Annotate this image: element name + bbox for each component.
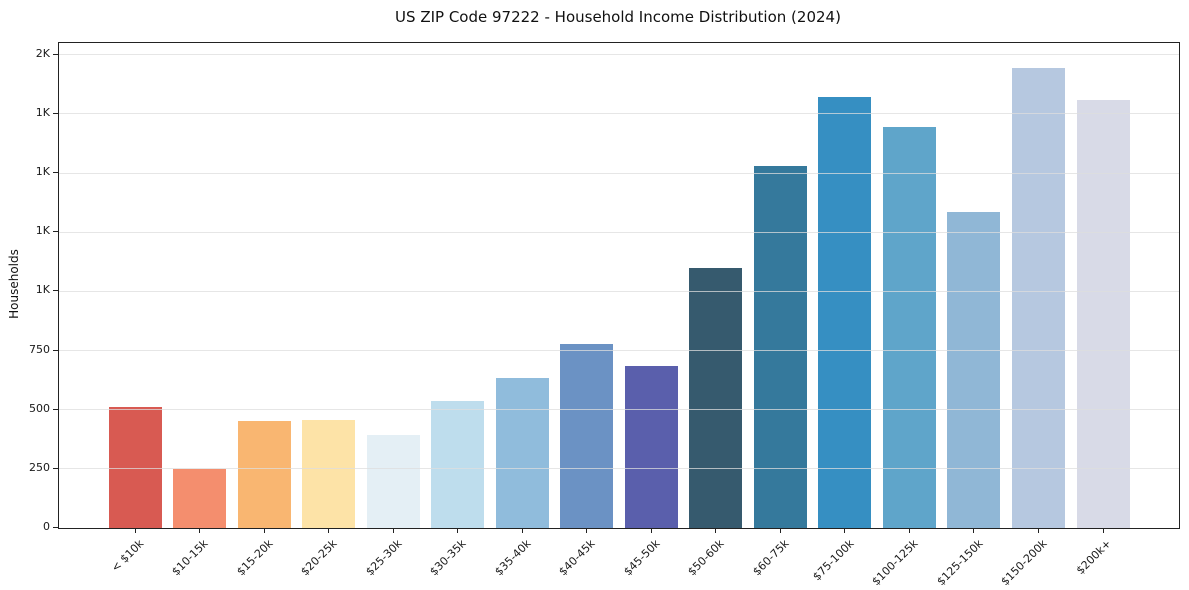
gridline: [59, 54, 1179, 56]
gridline: [59, 350, 1179, 352]
x-tick-mark: [779, 528, 781, 533]
gridline: [59, 113, 1179, 115]
y-tick-mark: [53, 172, 58, 174]
x-tick-mark: [973, 528, 975, 533]
x-tick-label: $15-20k: [233, 537, 276, 579]
bar: [1011, 67, 1065, 528]
x-tick-mark: [392, 528, 394, 533]
x-tick-label: $35-40k: [492, 537, 534, 579]
bar: [818, 97, 872, 528]
bar: [237, 421, 291, 528]
bar: [302, 420, 356, 528]
x-tick-mark: [715, 528, 717, 533]
x-tick-mark: [1037, 528, 1039, 533]
y-tick-mark: [53, 53, 58, 55]
x-tick-label: $30-35k: [427, 537, 469, 579]
y-tick-label: 1K: [35, 105, 50, 119]
x-tick-mark: [586, 528, 588, 533]
x-tick-mark: [199, 528, 201, 533]
x-tick-label: $40-45k: [556, 537, 598, 579]
bar: [495, 378, 549, 528]
x-tick-mark: [908, 528, 910, 533]
x-tick-mark: [1102, 528, 1104, 533]
x-tick-mark: [650, 528, 652, 533]
x-tick-label: $150-200k: [998, 537, 1050, 589]
y-tick-label: 750: [29, 342, 50, 356]
x-tick-label: $10-15k: [169, 537, 211, 579]
y-tick-mark: [53, 290, 58, 292]
bar: [753, 166, 807, 528]
bar: [689, 267, 743, 528]
y-tick-label: 500: [29, 401, 50, 415]
y-tick-label: 1K: [35, 224, 50, 238]
x-tick-mark: [263, 528, 265, 533]
x-tick-mark: [844, 528, 846, 533]
gridline: [59, 290, 1179, 292]
y-tick-label: 2K: [35, 46, 50, 60]
chart-title: US ZIP Code 97222 - Household Income Dis…: [395, 8, 841, 26]
y-tick-label: 1K: [35, 165, 50, 179]
x-tick-label: $75-100k: [809, 537, 857, 584]
x-tick-label: $45-50k: [621, 537, 663, 579]
x-tick-mark: [134, 528, 136, 533]
gridline: [59, 409, 1179, 411]
y-tick-mark: [53, 349, 58, 351]
y-tick-mark: [53, 467, 58, 469]
x-tick-label: $200k+: [1074, 537, 1115, 578]
bar: [560, 344, 614, 528]
x-tick-label: $125-150k: [933, 537, 986, 589]
bar: [431, 400, 485, 528]
bar: [947, 212, 1001, 528]
gridline: [59, 172, 1179, 174]
x-tick-label: $25-30k: [363, 537, 405, 579]
bar: [366, 434, 420, 528]
y-tick-mark: [53, 231, 58, 233]
x-tick-mark: [521, 528, 523, 533]
x-tick-mark: [457, 528, 459, 533]
y-tick-label: 1K: [35, 283, 50, 297]
bar: [624, 365, 678, 528]
y-tick-label: 250: [29, 460, 50, 474]
y-tick-mark: [53, 112, 58, 114]
gridline: [59, 231, 1179, 233]
y-tick-mark: [53, 408, 58, 410]
gridline: [59, 468, 1179, 470]
y-tick-mark: [53, 527, 58, 528]
bar: [882, 127, 936, 528]
x-tick-label: $60-75k: [750, 537, 792, 579]
x-tick-label: $20-25k: [298, 537, 340, 579]
bar: [173, 469, 227, 528]
y-tick-label: 0: [43, 520, 50, 533]
x-tick-mark: [328, 528, 330, 533]
bar: [1076, 99, 1130, 528]
plot-area: [58, 42, 1180, 529]
x-tick-label: $50-60k: [685, 537, 727, 579]
x-tick-label: < $10k: [108, 537, 147, 575]
bar: [108, 407, 162, 528]
x-tick-label: $100-125k: [869, 537, 921, 589]
